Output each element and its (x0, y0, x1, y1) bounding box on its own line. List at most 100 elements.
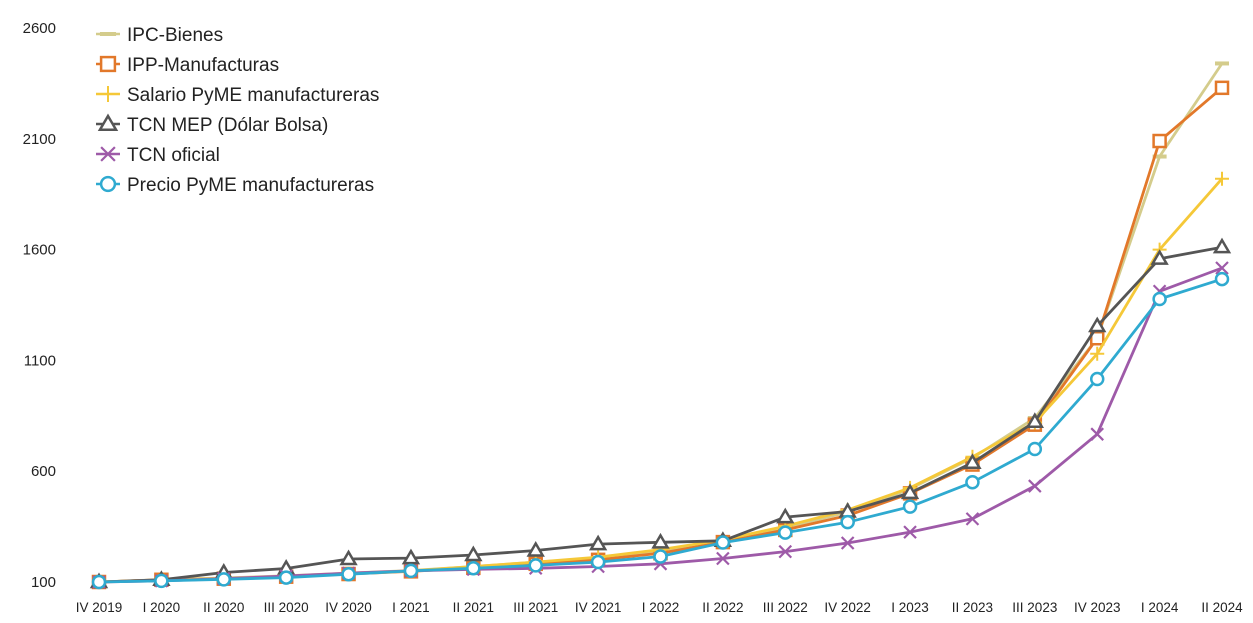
data-point (464, 545, 483, 562)
legend-item: Salario PyME manufactureras (96, 85, 379, 106)
data-point (651, 532, 670, 549)
legend-label: Salario PyME manufactureras (127, 85, 379, 106)
legend-marker (97, 113, 119, 131)
data-point (716, 551, 730, 566)
x-tick-label: IV 2022 (824, 600, 871, 615)
legend-marker (100, 146, 116, 162)
series-group (89, 237, 1232, 589)
x-tick-label: IV 2023 (1074, 600, 1121, 615)
data-point (715, 535, 731, 550)
x-tick-label: I 2023 (891, 600, 929, 615)
x-tick-label: III 2021 (513, 600, 558, 615)
x-axis: IV 2019 I 2020 II 2020 III 2020 IV 2020 I 202… (76, 600, 1243, 615)
y-axis: 100 600 1100 1600 2100 2600 (23, 20, 56, 591)
data-point (776, 507, 795, 524)
legend-label: TCN oficial (127, 145, 220, 166)
data-point (1089, 371, 1105, 387)
data-point (778, 525, 793, 540)
legend-label: Precio PyME manufactureras (127, 175, 374, 196)
data-point (903, 525, 917, 539)
series-group (91, 271, 1230, 590)
legend-marker (99, 55, 117, 73)
legend: IPC-Bienes IPP-Manufacturas Salario PyME m… (96, 25, 379, 196)
data-point (278, 570, 294, 585)
data-point (965, 512, 980, 526)
legend-item: IPP-Manufacturas (96, 55, 279, 76)
data-point (341, 566, 356, 582)
data-point (216, 572, 232, 587)
y-tick-label: 2100 (23, 131, 56, 148)
legend-label: TCN MEP (Dólar Bolsa) (127, 115, 328, 136)
y-tick-label: 600 (31, 463, 56, 480)
data-point (1152, 133, 1167, 149)
data-point (1090, 346, 1105, 361)
x-tick-label: IV 2019 (76, 600, 123, 615)
data-point (528, 558, 543, 573)
data-point (1027, 441, 1043, 457)
y-tick-label: 100 (31, 574, 56, 591)
data-point (590, 554, 606, 570)
data-point (965, 475, 980, 490)
data-point (838, 502, 857, 518)
y-tick-label: 2600 (23, 20, 56, 37)
x-tick-label: I 2024 (1141, 600, 1179, 615)
data-point (466, 561, 481, 576)
data-point (1214, 271, 1230, 287)
x-tick-label: I 2020 (143, 600, 181, 615)
x-tick-label: III 2020 (264, 600, 309, 615)
x-tick-label: III 2022 (763, 600, 808, 615)
data-point (403, 563, 419, 579)
data-point (91, 574, 107, 590)
data-point (1212, 237, 1232, 254)
legend-item: Precio PyME manufactureras (96, 175, 374, 196)
legend-label: IPP-Manufacturas (127, 55, 279, 76)
data-point (339, 549, 358, 566)
series-group (92, 61, 1229, 584)
data-point (588, 534, 608, 551)
series-line (98, 62, 1224, 584)
data-point (1025, 412, 1045, 429)
x-tick-label: II 2023 (952, 600, 993, 615)
legend-marker (99, 175, 117, 193)
x-tick-label: II 2022 (702, 600, 743, 615)
data-point (1088, 316, 1107, 333)
x-tick-label: II 2020 (203, 600, 244, 615)
x-tick-label: III 2023 (1012, 600, 1057, 615)
data-point (154, 573, 169, 589)
x-tick-label: IV 2021 (575, 600, 622, 615)
data-point (902, 499, 918, 514)
data-point (1152, 291, 1167, 307)
data-point (526, 541, 545, 557)
data-point (653, 549, 668, 564)
data-point (401, 548, 421, 565)
x-tick-label: II 2021 (453, 600, 494, 615)
series-group (92, 171, 1229, 589)
data-point (1214, 80, 1230, 96)
data-point (1215, 171, 1229, 186)
data-point (963, 453, 982, 470)
series-line (98, 86, 1223, 584)
x-tick-label: IV 2020 (325, 600, 372, 615)
series-layer (89, 61, 1232, 590)
legend-item: TCN oficial (96, 145, 220, 166)
legend-label: IPC-Bienes (127, 25, 223, 46)
legend-marker (99, 85, 117, 103)
data-point (900, 483, 920, 500)
data-point (1028, 479, 1042, 493)
data-point (778, 544, 793, 559)
legend-item: IPC-Bienes (96, 25, 223, 46)
x-tick-label: II 2024 (1201, 600, 1243, 615)
x-tick-label: I 2022 (642, 600, 680, 615)
legend-item: TCN MEP (Dólar Bolsa) (96, 113, 328, 136)
y-tick-label: 1100 (24, 352, 56, 369)
data-point (840, 536, 855, 550)
series-line (98, 245, 1223, 584)
x-tick-label: I 2021 (392, 600, 430, 615)
data-point (1150, 249, 1169, 265)
series-line (98, 177, 1224, 584)
series-group (91, 80, 1230, 590)
data-point (1090, 427, 1104, 441)
y-tick-label: 1600 (23, 242, 56, 259)
